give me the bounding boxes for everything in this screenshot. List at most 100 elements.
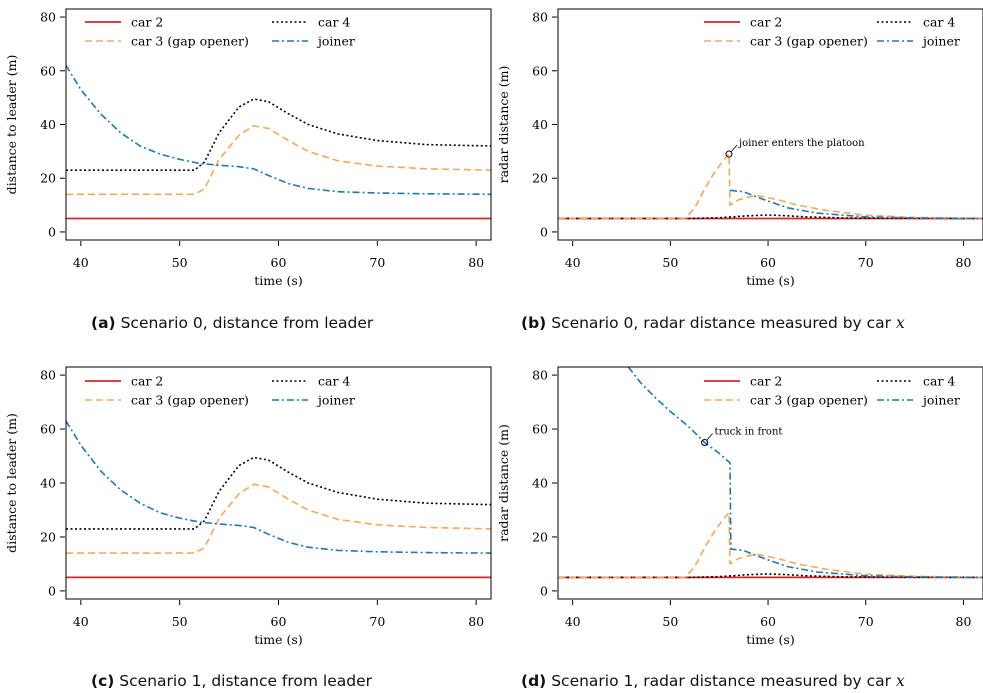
y-axis-label: radar distance (m) [496,424,511,542]
legend-label-car-3-gap-opener: car 3 (gap opener) [131,34,249,49]
y-tick-label: 60 [40,422,56,437]
legend-label-car-4: car 4 [318,374,350,389]
caption-b: (b) Scenario 0, radar distance measured … [521,314,905,332]
x-axis-label: time (s) [746,632,794,647]
annotation-leader [706,433,713,441]
caption-d-var: x [895,672,905,690]
y-axis-label: radar distance (m) [496,66,511,184]
caption-d-text: Scenario 1, radar distance measured by c… [551,672,896,690]
legend-label-car-4: car 4 [923,15,955,30]
caption-b-text: Scenario 0, radar distance measured by c… [551,314,896,332]
x-tick-label: 50 [662,614,678,629]
y-tick-label: 0 [48,224,56,239]
x-tick-label: 40 [73,255,89,270]
x-tick-label: 80 [468,614,484,629]
y-tick-label: 20 [532,171,548,186]
series-line-car-4 [66,456,491,530]
legend-label-joiner: joiner [921,34,960,49]
annotation-marker [725,150,733,158]
x-axis-label: time (s) [254,273,302,288]
chart-c: 40 50 60 70 80 0 20 40 60 80 time (s) distance to l… [4,366,492,647]
caption-a-text: Scenario 0, distance from leader [120,314,374,332]
x-tick-label: 40 [565,614,581,629]
series-line-joiner [66,64,491,196]
series-line-car-3-gap-opener [66,125,491,196]
x-tick-label: 70 [369,614,385,629]
y-tick-label: 20 [40,171,56,186]
y-tick-label: 0 [540,583,548,598]
caption-b-var: x [895,314,905,332]
legend-label-joiner: joiner [921,393,960,408]
legend-label-car-3-gap-opener: car 3 (gap opener) [750,34,868,49]
caption-a: (a) Scenario 0, distance from leader [91,314,373,332]
legend-label-joiner: joiner [316,34,355,49]
caption-c-text: Scenario 1, distance from leader [119,672,373,690]
y-tick-label: 80 [532,368,548,383]
x-tick-label: 50 [662,255,678,270]
y-tick-label: 80 [40,10,56,25]
x-tick-label: 70 [858,255,874,270]
x-tick-label: 60 [760,614,776,629]
x-tick-label: 70 [858,614,874,629]
caption-d: (d) Scenario 1, radar distance measured … [521,672,905,690]
y-tick-label: 20 [532,529,548,544]
series-line-joiner [66,420,491,554]
y-tick-label: 40 [532,117,548,132]
x-axis-label: time (s) [254,632,302,647]
legend-label-car-2: car 2 [131,15,163,30]
annotation-leader [730,144,738,153]
plot-frame [65,366,492,600]
y-tick-label: 80 [532,10,548,25]
y-tick-label: 0 [540,224,548,239]
legend-label-car-3-gap-opener: car 3 (gap opener) [131,393,249,408]
legend-label-car-4: car 4 [318,15,350,30]
plot-frame [65,8,492,241]
y-tick-label: 40 [40,117,56,132]
series-line-joiner [627,367,983,579]
x-tick-label: 60 [271,614,287,629]
legend-label-car-2: car 2 [131,374,163,389]
legend-label-joiner: joiner [316,393,355,408]
plot-frame [557,8,983,241]
y-tick-label: 60 [532,422,548,437]
series-line-joiner [729,189,983,220]
annotation-marker [701,439,709,447]
legend-label-car-2: car 2 [750,374,782,389]
y-tick-label: 20 [40,529,56,544]
x-tick-label: 40 [565,255,581,270]
x-tick-label: 50 [172,255,188,270]
y-tick-label: 60 [40,63,56,78]
x-tick-label: 70 [369,255,385,270]
annotation-text: joiner enters the platoon [738,138,865,149]
plot-frame [557,366,983,600]
annotation-text: truck in front [715,427,783,438]
x-tick-label: 80 [956,255,972,270]
caption-d-tag: (d) [521,672,547,690]
legend-label-car-3-gap-opener: car 3 (gap opener) [750,393,868,408]
series-line-car-4 [558,573,983,579]
x-tick-label: 40 [73,614,89,629]
caption-c-tag: (c) [91,672,115,690]
caption-c: (c) Scenario 1, distance from leader [91,672,372,690]
series-line-car-3-gap-opener [558,153,983,220]
chart-b: 40 50 60 70 80 0 20 40 60 80 time (s) radar distanc… [496,8,983,288]
x-tick-label: 60 [760,255,776,270]
chart-a: 40 50 60 70 80 0 20 40 60 80 time (s) distance to l… [4,8,492,288]
y-axis-label: distance to leader (m) [4,413,19,553]
x-tick-label: 80 [956,614,972,629]
legend-label-car-2: car 2 [750,15,782,30]
x-axis-label: time (s) [746,273,794,288]
legend-label-car-4: car 4 [923,374,955,389]
caption-b-tag: (b) [521,314,547,332]
x-tick-label: 80 [468,255,484,270]
y-axis-label: distance to leader (m) [4,55,19,195]
y-tick-label: 40 [40,476,56,491]
y-tick-label: 60 [532,63,548,78]
y-tick-label: 40 [532,476,548,491]
y-tick-label: 80 [40,368,56,383]
x-tick-label: 50 [172,614,188,629]
caption-a-tag: (a) [91,314,116,332]
series-line-car-4 [558,214,983,220]
series-line-car-3-gap-opener [66,483,491,554]
